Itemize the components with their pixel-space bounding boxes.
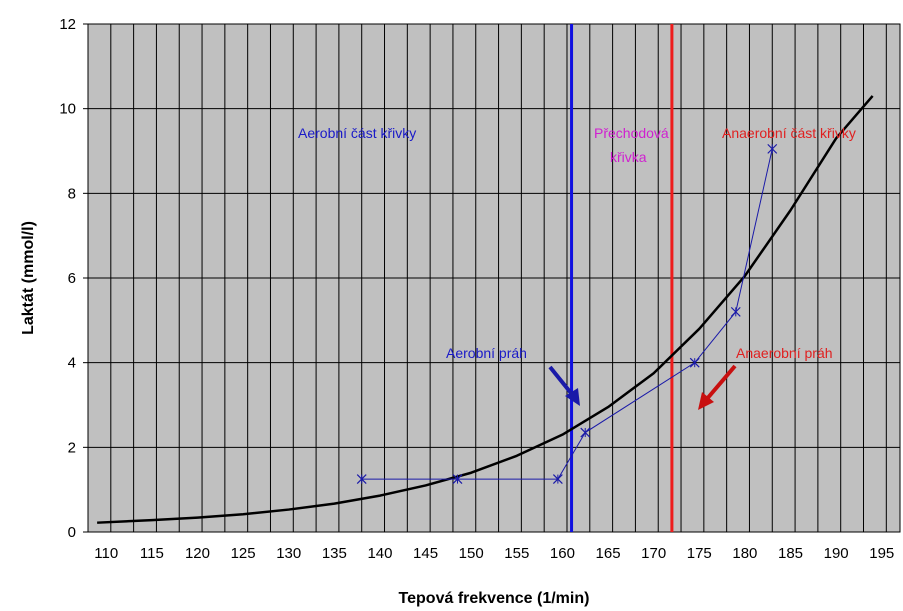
x-tick-label: 190	[824, 545, 849, 562]
data-point	[580, 427, 591, 438]
x-tick-label: 120	[185, 545, 210, 562]
annotation-transition-line1: Přechodová	[594, 125, 669, 141]
annotation-transition-line2: křivka	[610, 149, 647, 165]
x-tick-label: 195	[869, 545, 894, 562]
fitted-curve	[97, 95, 874, 524]
annotation-aerobic-part: Aerobní část křivky	[298, 125, 416, 141]
x-tick-label: 170	[641, 545, 666, 562]
data-point	[767, 143, 778, 154]
annotation-anaerobic-part: Anaerobní část křivky	[722, 125, 856, 141]
x-tick-label: 185	[778, 545, 803, 562]
threshold-lines	[570, 24, 674, 532]
annotation-aerobic-threshold: Aerobní práh	[446, 345, 527, 361]
data-point	[452, 474, 463, 485]
data-point	[552, 474, 563, 485]
data-point	[689, 357, 700, 368]
x-tick-label: 140	[367, 545, 392, 562]
y-tick-label: 2	[68, 439, 76, 456]
x-axis-title: Tepová frekvence (1/min)	[399, 590, 590, 607]
anaerobic-threshold-arrow	[698, 364, 737, 410]
x-tick-label: 110	[94, 545, 118, 562]
x-tick-label: 115	[140, 545, 164, 562]
tick-labels: 0 2 4 6 8 10 12 110 115 120 125 130 135 140 145 150 155 1…	[59, 16, 894, 562]
series-group	[97, 95, 874, 524]
data-point	[356, 474, 367, 485]
x-tick-label: 130	[276, 545, 301, 562]
x-tick-label: 155	[504, 545, 529, 562]
x-tick-label: 165	[596, 545, 621, 562]
y-tick-label: 0	[68, 524, 76, 541]
aerobic-threshold-arrow	[548, 365, 580, 406]
y-tick-label: 10	[59, 101, 76, 118]
annotation-anaerobic-threshold: Anaerobní práh	[736, 345, 833, 361]
x-tick-label: 145	[413, 545, 438, 562]
y-tick-label: 8	[68, 185, 76, 202]
x-tick-label: 175	[687, 545, 712, 562]
x-tick-label: 180	[732, 545, 757, 562]
y-tick-label: 12	[59, 16, 76, 33]
y-tick-label: 6	[68, 270, 76, 287]
y-axis-title: Laktát (mmol/l)	[20, 221, 37, 335]
y-tick-label: 4	[68, 355, 76, 372]
x-tick-label: 160	[550, 545, 575, 562]
x-tick-label: 135	[322, 545, 347, 562]
x-tick-label: 125	[231, 545, 256, 562]
data-point	[730, 306, 741, 317]
x-tick-label: 150	[459, 545, 484, 562]
